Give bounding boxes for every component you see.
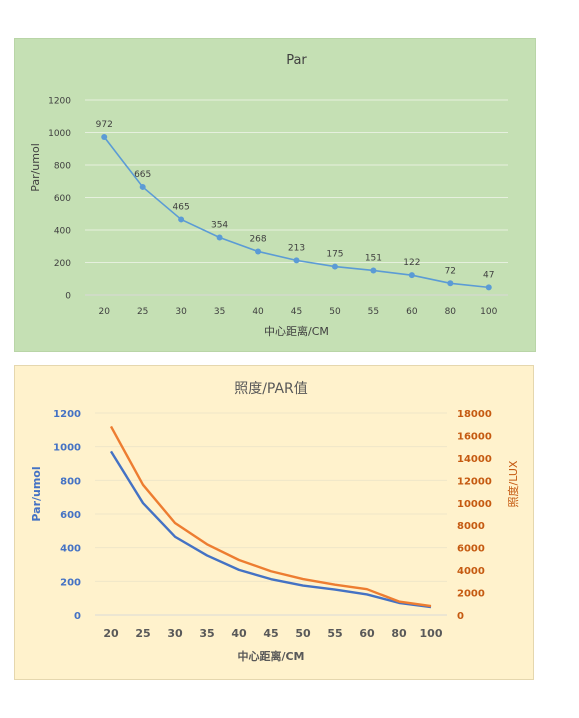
data-point (216, 234, 223, 241)
x-tick-label: 45 (291, 307, 302, 317)
x-tick-label: 25 (135, 627, 150, 640)
x-tick-label: 100 (480, 307, 497, 317)
lux-series-line (109, 425, 432, 608)
x-tick-label: 55 (368, 307, 379, 317)
data-point (485, 284, 492, 291)
y-tick-label: 1000 (53, 443, 81, 454)
x-axis-label: 中心距离/CM (264, 324, 329, 338)
y-tick-label: 800 (60, 476, 81, 487)
x-tick-label: 40 (252, 307, 264, 317)
y-tick-label: 600 (60, 510, 81, 521)
par-series-line (109, 450, 432, 609)
series-line (103, 136, 489, 289)
x-tick-label: 60 (406, 307, 418, 317)
y2-tick-label: 10000 (457, 499, 492, 510)
y2-tick-label: 14000 (457, 454, 492, 465)
x-tick-label: 100 (420, 627, 443, 640)
y-tick-label: 400 (60, 544, 81, 555)
x-tick-label: 20 (103, 627, 119, 640)
data-point (139, 183, 146, 190)
x-tick-label: 30 (167, 627, 183, 640)
data-point (178, 216, 185, 223)
par-chart: 0 200 400 600 800 1000 1200 20 25 30 35 40 45 50 55 60 8… (14, 38, 536, 352)
data-point (101, 134, 108, 141)
y2-tick-label: 12000 (457, 476, 492, 487)
x-tick-label: 55 (327, 627, 342, 640)
y2-tick-label: 8000 (457, 521, 485, 532)
x-tick-label: 60 (359, 627, 375, 640)
y-tick-label: 400 (54, 227, 71, 237)
x-tick-label: 40 (231, 627, 247, 640)
data-point (447, 280, 454, 287)
x-tick-label: 35 (199, 627, 214, 640)
x-tick-label: 50 (329, 307, 341, 317)
lux-par-chart-svg: 0200400600800100012000200040006000800010… (30, 381, 520, 663)
x-tick-label: 35 (214, 307, 225, 317)
data-point (293, 257, 300, 264)
y-tick-label: 800 (54, 162, 71, 172)
data-label: 47 (483, 270, 494, 280)
data-label: 465 (173, 202, 190, 212)
y-axis-label: Par/umol (29, 143, 42, 192)
x-tick-label: 30 (175, 307, 187, 317)
y-tick-label: 200 (60, 577, 81, 588)
data-point (370, 267, 377, 274)
data-label: 665 (134, 170, 151, 180)
data-label: 213 (288, 243, 305, 253)
x-axis-label: 中心距离/CM (237, 649, 304, 663)
y2-tick-label: 4000 (457, 566, 485, 577)
chart-title: 照度/PAR值 (234, 381, 308, 397)
data-label: 175 (326, 250, 343, 260)
data-label: 972 (96, 120, 113, 130)
y2-tick-label: 0 (457, 611, 464, 622)
y2-axis-label: 照度/LUX (506, 460, 520, 507)
y2-tick-label: 6000 (457, 544, 485, 555)
data-point (331, 263, 338, 270)
data-label: 354 (211, 220, 228, 230)
y-tick-label: 0 (74, 611, 81, 622)
par-chart-svg: 0 200 400 600 800 1000 1200 20 25 30 35 40 45 50 55 60 8… (29, 53, 508, 338)
data-label: 72 (445, 266, 456, 276)
y-tick-label: 600 (54, 194, 71, 204)
y-tick-label: 1200 (53, 409, 81, 420)
x-tick-label: 20 (99, 307, 111, 317)
data-point (408, 272, 415, 279)
y2-tick-label: 16000 (457, 431, 492, 442)
y2-tick-label: 2000 (457, 589, 485, 600)
data-label: 122 (403, 258, 420, 268)
data-point (255, 248, 262, 255)
y-axis-label: Par/umol (30, 466, 43, 521)
x-tick-label: 50 (295, 627, 311, 640)
x-tick-label: 80 (445, 307, 457, 317)
y2-tick-label: 18000 (457, 409, 492, 420)
chart-title: Par (286, 53, 307, 68)
x-tick-label: 45 (263, 627, 278, 640)
x-tick-label: 25 (137, 307, 148, 317)
lux-par-chart: 0 200 400 600 800 1000 1200 0 2000 4000 6000 8000 10… (14, 365, 534, 680)
y-tick-label: 0 (65, 292, 71, 302)
y-tick-label: 200 (54, 259, 71, 269)
data-label: 268 (249, 234, 266, 244)
y-tick-label: 1000 (48, 129, 71, 139)
x-tick-label: 80 (391, 627, 407, 640)
data-label: 151 (365, 253, 382, 263)
y-tick-label: 1200 (48, 97, 71, 107)
